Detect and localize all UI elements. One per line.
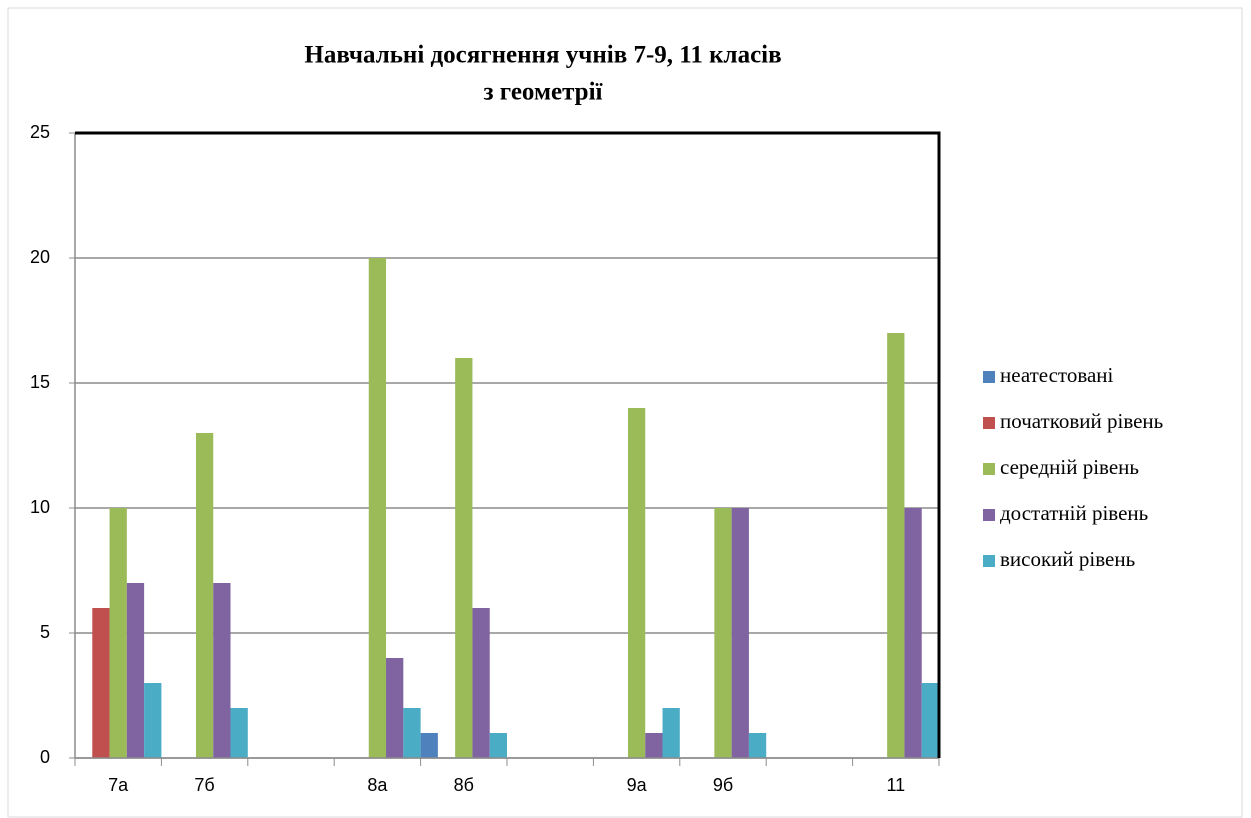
bar xyxy=(472,608,490,758)
bar xyxy=(887,333,905,758)
bar xyxy=(368,258,387,758)
bar xyxy=(645,733,663,758)
bar xyxy=(92,608,110,758)
legend-swatch xyxy=(983,555,995,567)
bar xyxy=(195,433,214,758)
bar xyxy=(489,733,507,758)
bar xyxy=(662,708,680,758)
bar xyxy=(748,733,767,758)
chart-title: Навчальні досягнення учнів 7-9, 11 класі… xyxy=(304,42,781,69)
legend-label: початковий рівень xyxy=(1000,409,1163,433)
bar xyxy=(627,408,646,758)
x-tick-label: 11 xyxy=(886,775,905,795)
bar xyxy=(403,708,421,758)
legend-label: високий рівень xyxy=(1000,547,1135,571)
bar xyxy=(455,358,473,758)
y-tick-label: 5 xyxy=(40,622,50,642)
bar xyxy=(714,508,732,758)
y-tick-label: 10 xyxy=(30,497,50,517)
bar xyxy=(904,508,922,758)
chart-title: з геометрії xyxy=(484,79,604,106)
y-tick-label: 25 xyxy=(30,122,50,142)
bar xyxy=(731,508,749,758)
legend-label: середній рівень xyxy=(1000,455,1139,479)
legend-swatch xyxy=(983,371,995,383)
y-tick-label: 15 xyxy=(30,372,50,392)
x-tick-label: 7а xyxy=(108,775,129,795)
x-tick-label: 8а xyxy=(367,775,388,795)
bar xyxy=(213,583,231,758)
x-tick-label: 9б xyxy=(713,775,733,795)
bar xyxy=(921,683,939,758)
y-tick-label: 20 xyxy=(30,247,50,267)
legend-label: достатній рівень xyxy=(1000,501,1148,525)
bar xyxy=(144,683,162,758)
chart-frame xyxy=(7,7,1243,818)
bar xyxy=(420,733,438,758)
x-tick-label: 9а xyxy=(627,775,648,795)
bar xyxy=(386,658,404,758)
bar xyxy=(109,508,127,758)
x-tick-label: 7б xyxy=(194,775,214,795)
plot-border xyxy=(75,131,941,758)
bar xyxy=(230,708,248,758)
legend-swatch xyxy=(983,417,995,429)
legend-label: неатестовані xyxy=(1000,363,1114,387)
legend-swatch xyxy=(983,509,995,521)
x-tick-label: 8б xyxy=(454,775,474,795)
legend-swatch xyxy=(983,463,995,475)
y-tick-label: 0 xyxy=(40,747,50,767)
bar xyxy=(126,583,145,758)
